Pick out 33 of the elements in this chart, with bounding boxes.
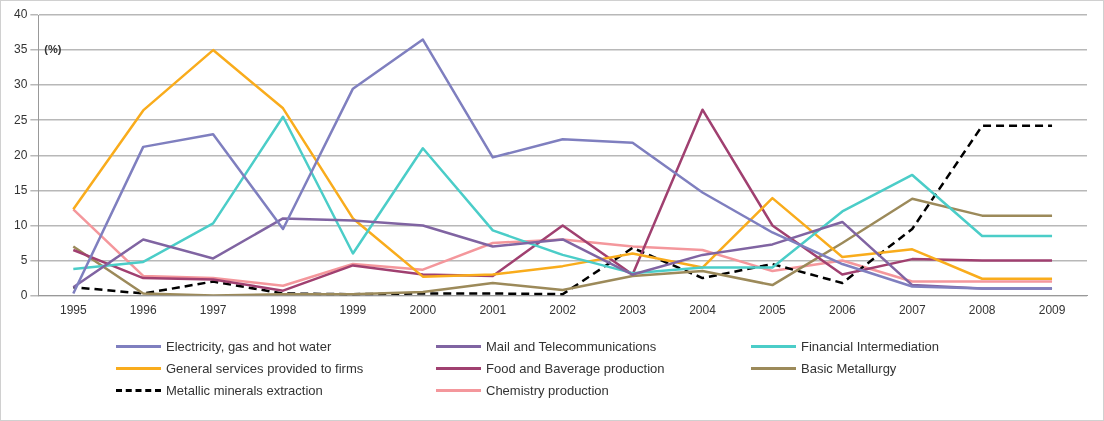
y-tick-label: 15 — [13, 182, 28, 197]
y-tick-label: 10 — [13, 217, 28, 232]
x-tick-label: 1997 — [199, 303, 227, 318]
x-tick-label: 1995 — [59, 303, 87, 318]
y-tick-label: 30 — [13, 77, 28, 92]
legend-label: Food and Baverage production — [486, 360, 665, 376]
y-tick-label: 25 — [13, 112, 28, 127]
legend-label: Electricity, gas and hot water — [166, 338, 332, 354]
legend-label: Chemistry production — [486, 382, 609, 398]
legend-label: Basic Metallurgy — [801, 360, 897, 376]
x-tick-label: 2004 — [689, 303, 717, 318]
legend-label: Metallic minerals extraction — [166, 382, 323, 398]
x-tick-label: 1998 — [269, 303, 297, 318]
x-tick-label: 1999 — [339, 303, 367, 318]
x-tick-label: 2006 — [828, 303, 856, 318]
x-tick-label: 2003 — [619, 303, 647, 318]
legend-label: Financial Intermediation — [801, 338, 940, 354]
y-axis-title: (%) — [44, 43, 62, 56]
x-tick-label: 2000 — [409, 303, 437, 318]
x-tick-label: 1996 — [129, 303, 157, 318]
x-tick-label: 2008 — [968, 303, 996, 318]
x-tick-label: 2009 — [1038, 303, 1066, 318]
x-tick-label: 2005 — [759, 303, 787, 318]
y-tick-label: 0 — [20, 287, 28, 302]
x-tick-label: 2007 — [898, 303, 926, 318]
x-tick-label: 2001 — [479, 303, 507, 318]
legend-label: Mail and Telecommunications — [486, 338, 657, 354]
y-tick-label: 20 — [13, 147, 28, 162]
y-tick-label: 35 — [13, 42, 28, 57]
x-tick-label: 2002 — [549, 303, 577, 318]
legend-label: General services provided to firms — [166, 360, 364, 376]
y-tick-label: 40 — [13, 7, 28, 22]
y-tick-label: 5 — [20, 252, 28, 267]
